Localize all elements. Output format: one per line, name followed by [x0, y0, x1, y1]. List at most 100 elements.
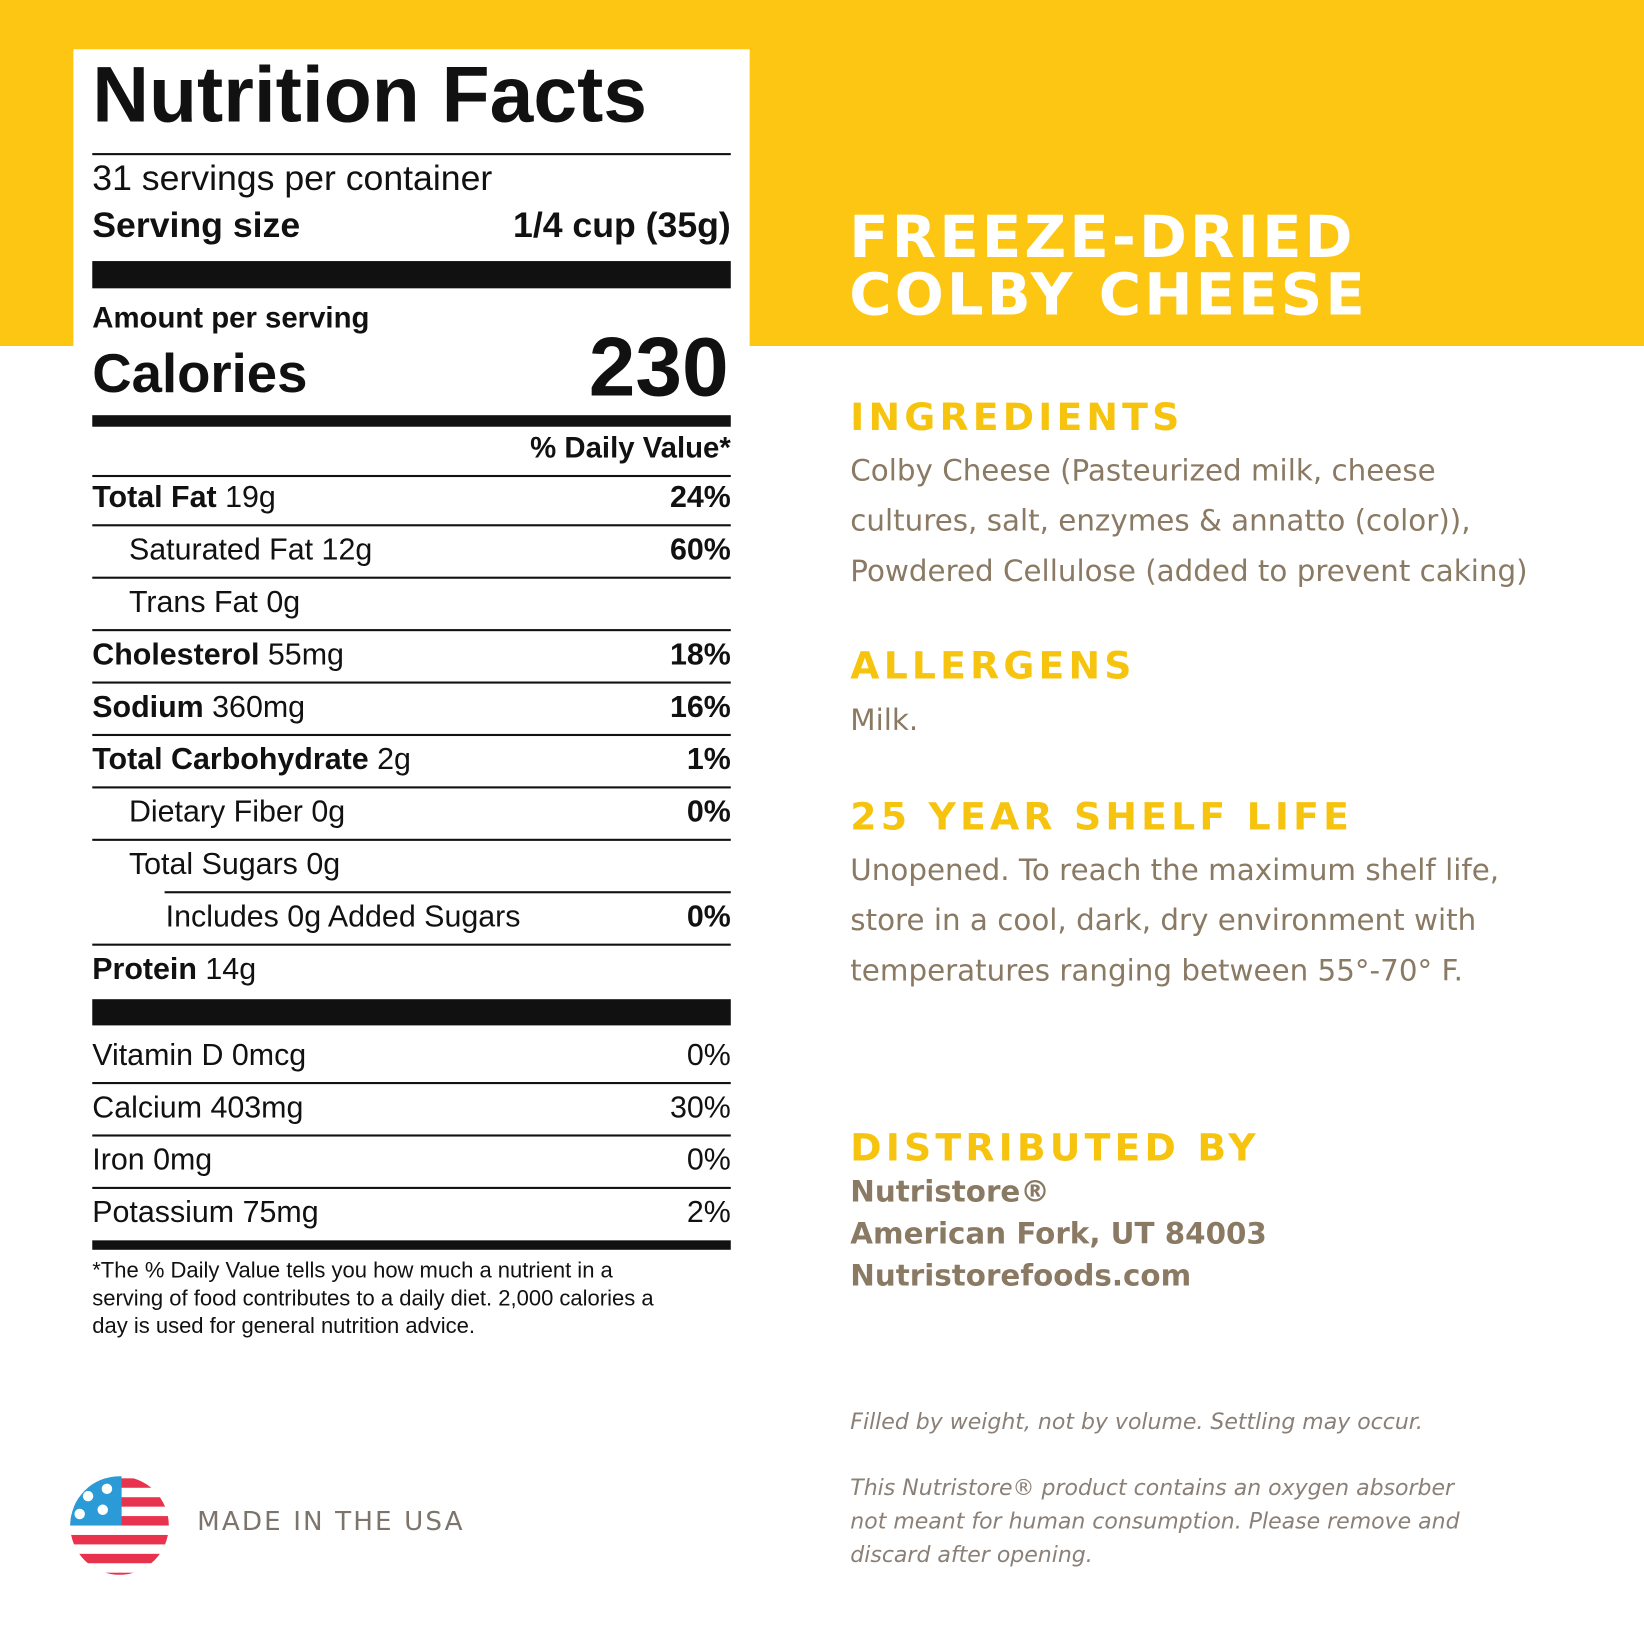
- nutrient-name: Total Fat: [92, 480, 216, 514]
- rule: [92, 629, 731, 632]
- section-heading: ALLERGENS: [850, 643, 1135, 687]
- nutrient: Sodium 360mg: [92, 690, 305, 724]
- nutrient-amount: 2g: [377, 742, 411, 776]
- footnote: day is used for general nutrition advice…: [92, 1313, 475, 1338]
- daily-value: 0%: [687, 899, 731, 933]
- medium-rule: [92, 415, 731, 427]
- daily-value-header: % Daily Value*: [530, 432, 731, 465]
- serving-size: 1/4 cup (35g): [513, 205, 731, 245]
- footnote: *The % Daily Value tells you how much a …: [92, 1258, 613, 1283]
- thick-rule: [92, 261, 731, 289]
- section-text: Nutristore®: [850, 1175, 1049, 1209]
- rule: [92, 1186, 731, 1189]
- nutrient-name: Trans Fat: [129, 585, 258, 619]
- daily-value: 16%: [670, 690, 731, 724]
- vitamin: Calcium 403mg: [92, 1090, 303, 1124]
- nutrient-amount: 0g: [266, 585, 300, 619]
- nutrient-name: Total Sugars: [129, 847, 298, 881]
- section-heading: 25 YEAR SHELF LIFE: [850, 794, 1353, 838]
- nutrient-name: Saturated Fat: [129, 533, 314, 567]
- nutrient-name: Dietary Fiber: [129, 795, 303, 829]
- daily-value: 18%: [670, 637, 731, 671]
- vitamin: Vitamin D 0mcg: [92, 1038, 306, 1072]
- section-text: temperatures ranging between 55°-70° F.: [850, 953, 1463, 987]
- medium-rule: [92, 1240, 731, 1250]
- nutrient: Saturated Fat 12g: [129, 533, 372, 567]
- rule: [92, 153, 731, 156]
- rule: [92, 681, 731, 684]
- vitamin-name: Calcium: [92, 1090, 202, 1124]
- nutrient: Dietary Fiber 0g: [129, 795, 345, 829]
- vitamin: Iron 0mg: [92, 1143, 212, 1177]
- rule: [92, 474, 731, 478]
- nutrient-name: Sodium: [92, 690, 203, 724]
- daily-value: 30%: [670, 1090, 731, 1124]
- section-heading: DISTRIBUTED BY: [850, 1126, 1260, 1170]
- servings: 31 servings per container: [92, 158, 492, 198]
- footnote: serving of food contributes to a daily d…: [92, 1285, 654, 1310]
- nutrient-name: Cholesterol: [92, 637, 259, 671]
- daily-value: 1%: [687, 742, 731, 776]
- nutrient-amount: 19g: [225, 480, 276, 514]
- product-title: FREEZE-DRIED: [849, 203, 1355, 271]
- daily-value: 0%: [687, 795, 731, 829]
- nutrient: Trans Fat 0g: [129, 585, 300, 619]
- nutrient-name: Total Carbohydrate: [92, 742, 368, 776]
- nutrient: Total Fat 19g: [92, 480, 276, 514]
- rule: [92, 733, 731, 737]
- nutrient: Cholesterol 55mg: [92, 637, 344, 671]
- product-info: FREEZE-DRIED COLBY CHEESE INGREDIENTS Col…: [849, 203, 1527, 1568]
- nutrition-facts: Nutrition Facts 31 servings per containe…: [92, 50, 731, 1338]
- rule: [164, 891, 731, 894]
- rule: [92, 838, 731, 841]
- section-heading: INGREDIENTS: [850, 395, 1183, 439]
- rule: [92, 786, 731, 789]
- daily-value: 0%: [687, 1143, 731, 1177]
- nutrient-amount: 0g: [311, 795, 345, 829]
- rule: [92, 943, 731, 946]
- section-text: Milk.: [850, 703, 918, 737]
- daily-value: 2%: [687, 1195, 731, 1229]
- note: discard after opening.: [850, 1543, 1092, 1568]
- section-text: cultures, salt, enzymes & annatto (color…: [850, 504, 1470, 538]
- vitamin-name: Vitamin D: [92, 1038, 223, 1072]
- made-in-usa: MADE IN THE USA: [197, 1507, 465, 1537]
- product-title: COLBY CHEESE: [849, 260, 1368, 328]
- rule: [92, 1082, 731, 1085]
- nutrient: Total Carbohydrate 2g: [92, 742, 411, 776]
- section-text: American Fork, UT 84003: [850, 1217, 1267, 1251]
- rule: [92, 524, 731, 527]
- section-text: Unopened. To reach the maximum shelf lif…: [850, 853, 1499, 887]
- daily-value: 60%: [670, 533, 731, 567]
- vitamin-amount: 0mcg: [232, 1038, 306, 1072]
- calories-value: 230: [589, 319, 729, 413]
- usa-flag: [70, 1476, 169, 1575]
- nutrient-name: Includes 0g Added Sugars: [166, 899, 521, 933]
- nutrient: Protein 14g: [92, 952, 256, 986]
- daily-value: 24%: [670, 480, 731, 514]
- note: Filled by weight, not by volume. Settlin…: [850, 1410, 1423, 1435]
- vitamin-amount: 75mg: [243, 1195, 319, 1229]
- nutrient-amount: 360mg: [212, 690, 305, 724]
- vitamin-amount: 0mg: [153, 1143, 212, 1177]
- nutrient-amount: 55mg: [268, 637, 344, 671]
- daily-value: 0%: [687, 1038, 731, 1072]
- nutrient: Total Sugars 0g: [129, 847, 340, 881]
- nf-title: Nutrition Facts: [92, 50, 647, 138]
- calories-label: Calories: [92, 343, 307, 404]
- section-text: store in a cool, dark, dry environment w…: [850, 903, 1476, 937]
- amount-per-serving: Amount per serving: [92, 302, 369, 335]
- nutrient-name: Protein: [92, 952, 197, 986]
- vitamin-name: Potassium: [92, 1195, 234, 1229]
- note: not meant for human consumption. Please …: [850, 1509, 1460, 1534]
- section-text: Colby Cheese (Pasteurized milk, cheese: [850, 453, 1435, 487]
- note: This Nutristore® product contains an oxy…: [850, 1476, 1456, 1501]
- serving-size-label: Serving size: [92, 205, 300, 245]
- vitamin-name: Iron: [92, 1143, 144, 1177]
- nutrient: Includes 0g Added Sugars: [166, 899, 521, 933]
- section-text: Powdered Cellulose (added to prevent cak…: [850, 554, 1527, 588]
- section-text: Nutristorefoods.com: [850, 1259, 1191, 1293]
- vitamin-amount: 403mg: [210, 1090, 303, 1124]
